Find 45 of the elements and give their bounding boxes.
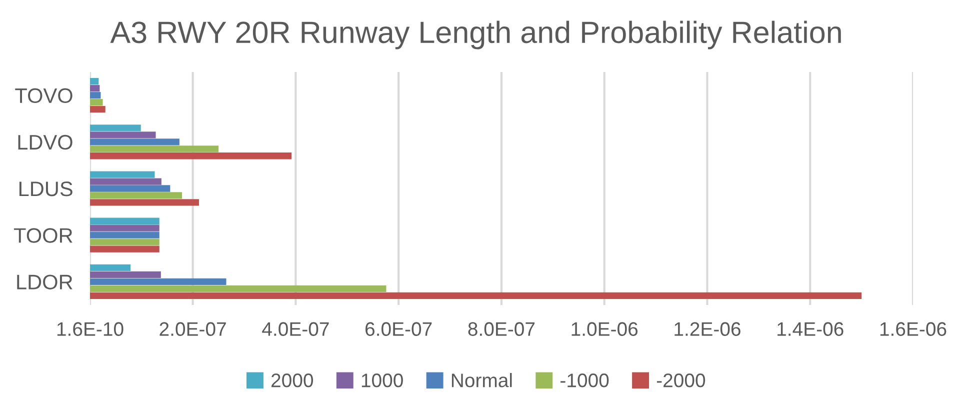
- bar: [90, 106, 106, 113]
- x-tick-label: 6.0E-07: [366, 322, 432, 336]
- x-tick-label: 1.4E-06: [778, 322, 844, 336]
- bar: [90, 218, 160, 224]
- y-tick-label: TOOR: [14, 228, 72, 243]
- legend-label: -2000: [656, 374, 706, 388]
- x-tick-label: 1.0E-06: [572, 322, 638, 336]
- bar: [90, 238, 160, 246]
- bar: [90, 84, 100, 92]
- bar: [90, 124, 141, 132]
- bar: [90, 285, 386, 292]
- bar: [90, 178, 162, 185]
- y-tick-label: LDVO: [18, 134, 72, 150]
- bar: [90, 232, 160, 238]
- bar: [90, 92, 101, 99]
- x-tick-label: 1.2E-06: [674, 322, 740, 336]
- bar: [90, 185, 170, 192]
- x-tick-label: 1.6E-06: [880, 322, 946, 336]
- x-tick-label: 1.6E-10: [57, 322, 124, 336]
- bar: [90, 264, 131, 272]
- bar: [90, 98, 103, 106]
- chart-title: A3 RWY 20R Runway Length and Probability Relation: [110, 20, 841, 50]
- bar: [90, 152, 292, 160]
- bar: [90, 78, 99, 85]
- bar: [90, 292, 862, 299]
- bar: [90, 224, 160, 232]
- bar: [90, 199, 199, 206]
- bar: [90, 132, 156, 138]
- legend-label: 1000: [362, 374, 403, 388]
- bar: [90, 246, 160, 252]
- legend-label: Normal: [452, 372, 512, 388]
- x-tick-label: 4.0E-07: [262, 322, 329, 336]
- bar: [90, 171, 155, 178]
- legend-label: 2000: [272, 374, 314, 388]
- bar: [90, 138, 180, 146]
- legend-label: -1000: [560, 374, 609, 388]
- y-tick-label: TOVO: [15, 88, 72, 104]
- x-tick-label: 8.0E-07: [468, 322, 535, 336]
- y-tick-label: LDOR: [17, 274, 72, 290]
- bar: [90, 278, 226, 286]
- bar: [90, 146, 219, 152]
- x-tick-label: 2.0E-07: [160, 322, 226, 336]
- y-tick-label: LDUS: [19, 182, 72, 196]
- bar: [90, 192, 182, 199]
- bar: [90, 271, 161, 278]
